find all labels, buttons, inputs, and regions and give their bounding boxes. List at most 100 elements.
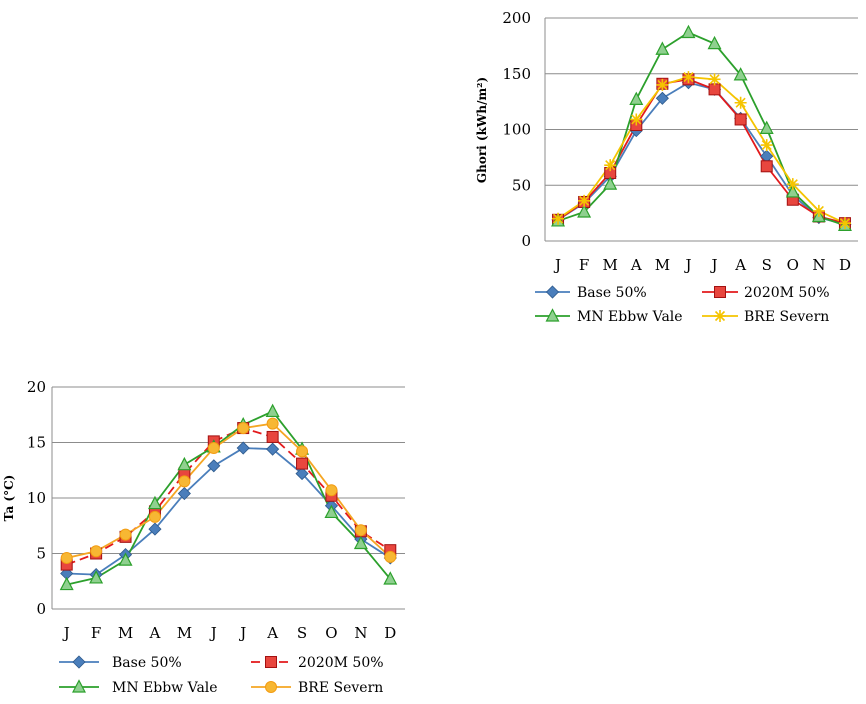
ta-x-tick-label: O (325, 624, 337, 642)
ta-data-point (178, 475, 191, 488)
ghori-data-point (603, 176, 618, 190)
ta-x-tick-label: D (384, 624, 396, 642)
ta-data-point (148, 522, 162, 536)
ghori-data-point (604, 159, 617, 172)
ta-data-point (236, 441, 250, 455)
ghori-y-tick-label: 150 (502, 65, 531, 83)
ta-data-point (265, 403, 280, 418)
ta-data-point (148, 510, 161, 523)
ta-data-point (147, 495, 162, 510)
ghori-y-tick-label: 0 (521, 232, 531, 250)
ta-x-tick-label: A (266, 624, 278, 642)
ghori-data-point (734, 96, 747, 109)
ta-data-point (266, 430, 279, 443)
ghori-legend-label: BRE Severn (744, 309, 829, 325)
ta-data-point (295, 467, 309, 481)
ghori-data-point (655, 91, 669, 105)
ghori-data-point (734, 113, 747, 126)
ta-data-point (325, 484, 338, 497)
ta-y-tick-label: 15 (27, 434, 46, 452)
ta-y-tick-label: 20 (27, 378, 46, 396)
ta-data-point (207, 442, 220, 455)
ta-x-tick-label: M (118, 624, 133, 642)
ta-data-point (324, 504, 339, 519)
ta-data-point (177, 486, 191, 501)
ta-x-tick-label: J (238, 624, 246, 642)
ghori-legend-marker (545, 285, 560, 299)
ta-x-tick-label: M (177, 624, 192, 642)
ta-x-tick-label: F (91, 624, 101, 642)
ghori-data-point (629, 91, 644, 105)
ghori-data-point (578, 194, 591, 207)
ta-data-point (89, 570, 104, 584)
ta-data-point (90, 545, 103, 558)
ta-data-point (118, 552, 133, 566)
ta-y-tick-label: 5 (36, 545, 46, 563)
ta-x-tick-label: N (354, 624, 367, 642)
ta-x-tick-label: J (209, 624, 217, 642)
ghori-x-tick-label: J (710, 256, 718, 274)
ghori-y-tick-label: 100 (502, 121, 531, 139)
ghori-data-point (785, 184, 800, 198)
ta-data-point (237, 422, 250, 435)
ta-legend-label: 2020M 50% (298, 655, 384, 671)
ta-legend-marker (265, 656, 277, 668)
ghori-x-tick-label: A (734, 256, 746, 274)
ta-data-point (207, 459, 221, 473)
ghori-data-point (760, 139, 773, 152)
ghori-data-point (760, 160, 773, 173)
ghori-x-tick-label: J (553, 256, 561, 274)
ghori-x-tick-label: J (683, 256, 691, 274)
ghori-legend-label: 2020M 50% (744, 285, 830, 301)
ghori-data-point (759, 120, 774, 134)
ghori-x-tick-label: M (603, 256, 618, 274)
ta-data-point (296, 457, 309, 470)
ghori-x-tick-label: N (812, 256, 825, 274)
ta-data-point (60, 551, 73, 564)
ghori-series-line (557, 81, 846, 226)
ta-x-tick-label: J (62, 624, 70, 642)
ta-legend-marker (72, 679, 86, 693)
ta-series-line (66, 422, 391, 559)
ghori-legend-label: Base 50% (577, 285, 647, 301)
ghori-data-point (552, 212, 565, 225)
ta-data-point (354, 524, 367, 537)
ghori-y-tick-label: 50 (512, 176, 531, 194)
ta-data-point (266, 417, 279, 430)
ta-legend-label: BRE Severn (298, 680, 383, 696)
ghori-data-point (681, 24, 696, 39)
ta-y-axis-label: Ta (°C) (2, 475, 16, 522)
ta-data-point (296, 445, 309, 458)
ghori-x-tick-label: S (762, 256, 772, 274)
ghori-x-tick-label: D (839, 256, 851, 274)
ghori-data-point (708, 73, 721, 86)
ghori-data-point (812, 204, 825, 217)
ghori-data-point (707, 35, 722, 50)
ghori-data-point (655, 41, 670, 55)
ta-data-point (119, 528, 132, 541)
ghori-data-point (630, 113, 643, 126)
ghori-y-axis-label: Ghori (kWh/m²) (475, 77, 489, 183)
ghori-data-point (838, 217, 851, 230)
ghori-x-tick-label: O (787, 256, 799, 274)
ta-data-point (353, 535, 368, 550)
ta-data-point (384, 550, 397, 563)
ghori-data-point (577, 204, 592, 218)
ta-data-point (383, 571, 398, 585)
ta-data-point (59, 576, 74, 591)
ghori-x-tick-label: A (630, 256, 642, 274)
ghori-data-point (708, 83, 721, 96)
ghori-y-tick-label: 200 (502, 9, 531, 27)
ghori-legend-marker (545, 308, 560, 322)
ghori-x-tick-label: M (655, 256, 670, 274)
ta-series-line (66, 447, 391, 576)
ta-x-tick-label: A (149, 624, 161, 642)
ghori-data-point (733, 67, 748, 81)
ta-x-tick-label: S (297, 624, 307, 642)
ta-legend-marker (265, 681, 277, 693)
ghori-legend-label: MN Ebbw Vale (577, 309, 683, 325)
ghori-legend-marker (714, 286, 726, 298)
